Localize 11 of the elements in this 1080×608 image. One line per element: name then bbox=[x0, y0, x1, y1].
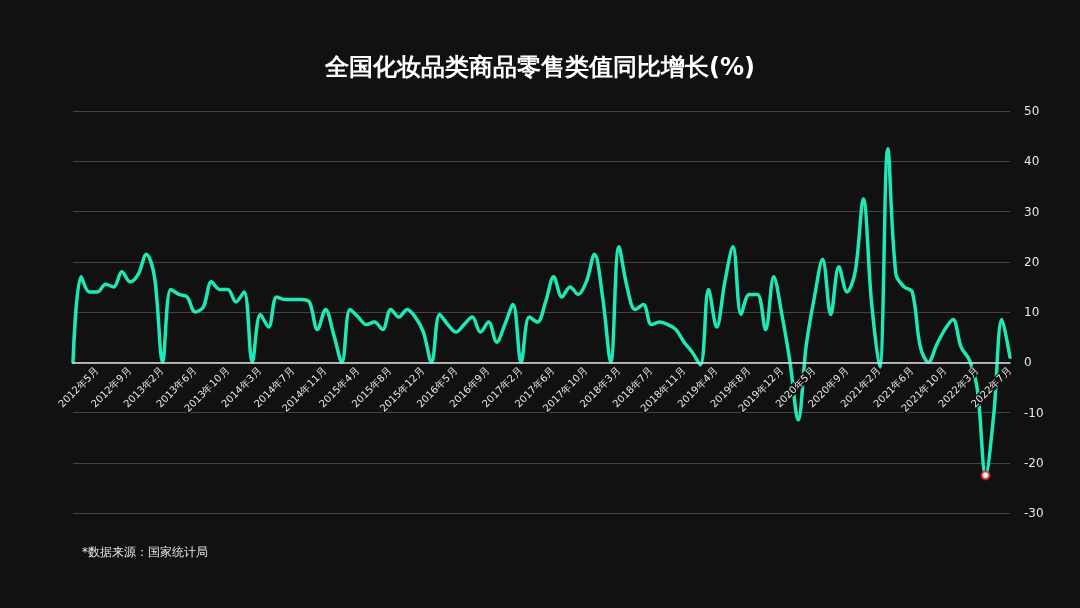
y-tick-label: -20 bbox=[1024, 455, 1044, 470]
y-tick-label: 40 bbox=[1024, 154, 1040, 169]
y-tick-label: 50 bbox=[1024, 104, 1040, 118]
chart-title: 全国化妆品类商品零售类值同比增长(%) bbox=[324, 53, 755, 81]
y-tick-label: 30 bbox=[1024, 204, 1040, 219]
y-tick-label: 0 bbox=[1024, 355, 1032, 370]
text: *数据来源：国家统计局 bbox=[82, 544, 208, 561]
y-tick-label: -30 bbox=[1024, 506, 1044, 520]
y-tick-label: 10 bbox=[1024, 305, 1040, 319]
y-tick-label: 20 bbox=[1024, 254, 1040, 269]
y-tick-label: -10 bbox=[1024, 405, 1044, 420]
